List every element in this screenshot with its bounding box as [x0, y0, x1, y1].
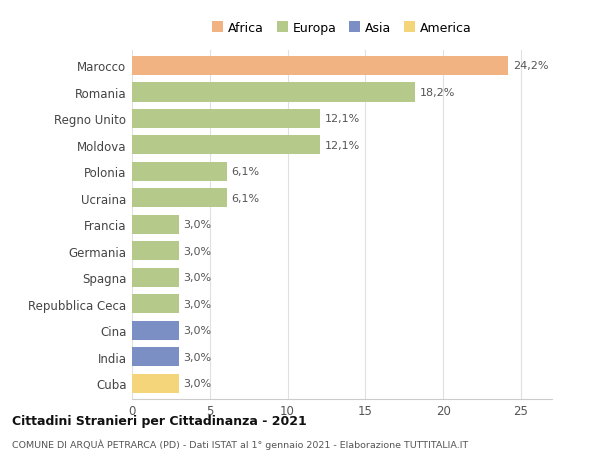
Legend: Africa, Europa, Asia, America: Africa, Europa, Asia, America [209, 19, 475, 37]
Bar [132, 110, 320, 129]
Bar [132, 295, 179, 313]
Text: 3,0%: 3,0% [184, 299, 211, 309]
Bar [132, 347, 179, 367]
Text: 6,1%: 6,1% [232, 194, 260, 203]
Bar [132, 136, 320, 155]
Bar [132, 321, 179, 340]
Text: 3,0%: 3,0% [184, 352, 211, 362]
Bar [132, 268, 179, 287]
Text: 3,0%: 3,0% [184, 246, 211, 256]
Bar [132, 215, 179, 235]
Text: 24,2%: 24,2% [513, 62, 548, 71]
Text: Cittadini Stranieri per Cittadinanza - 2021: Cittadini Stranieri per Cittadinanza - 2… [12, 414, 307, 428]
Bar [132, 57, 508, 76]
Text: 12,1%: 12,1% [325, 114, 360, 124]
Text: 3,0%: 3,0% [184, 379, 211, 388]
Bar [132, 83, 415, 102]
Bar [132, 374, 179, 393]
Text: 6,1%: 6,1% [232, 167, 260, 177]
Text: 18,2%: 18,2% [420, 88, 455, 98]
Text: 3,0%: 3,0% [184, 273, 211, 283]
Bar [132, 162, 227, 182]
Text: 3,0%: 3,0% [184, 220, 211, 230]
Text: 3,0%: 3,0% [184, 325, 211, 336]
Text: 12,1%: 12,1% [325, 140, 360, 151]
Bar [132, 242, 179, 261]
Text: COMUNE DI ARQUÀ PETRARCA (PD) - Dati ISTAT al 1° gennaio 2021 - Elaborazione TUT: COMUNE DI ARQUÀ PETRARCA (PD) - Dati IST… [12, 439, 468, 449]
Bar [132, 189, 227, 208]
